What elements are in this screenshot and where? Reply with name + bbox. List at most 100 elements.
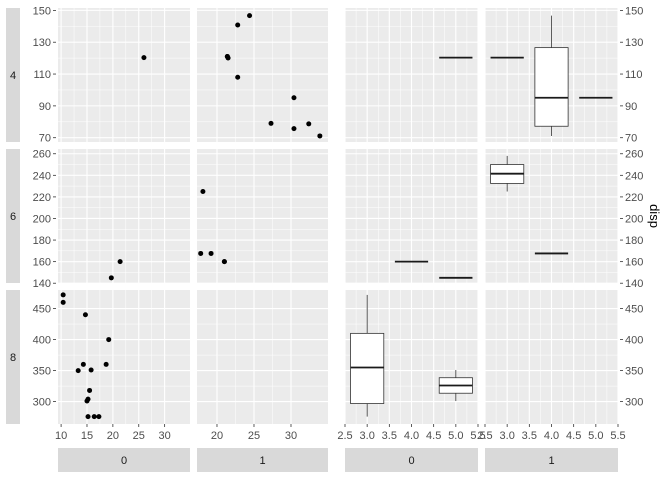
scatter-point <box>88 367 94 373</box>
scatter-point <box>247 13 253 19</box>
x-tick-label: 4.5 <box>566 430 581 442</box>
y-tick-label-right: 300 <box>625 397 643 409</box>
scatter-point <box>108 275 114 281</box>
y-tick-label: 110 <box>33 69 51 81</box>
scatter-point <box>224 54 230 60</box>
row-strip <box>6 8 20 142</box>
scatter-point <box>91 414 97 420</box>
scatter-point <box>84 398 90 404</box>
y-tick-label-right: 200 <box>625 213 643 225</box>
y-tick-label-right: 140 <box>625 278 643 290</box>
scatter-point <box>103 361 109 367</box>
y-tick-label-right: 150 <box>625 5 643 17</box>
x-tick-label: 5.5 <box>610 430 625 442</box>
panel-background <box>58 149 190 283</box>
y-tick-label: 240 <box>33 170 51 182</box>
x-tick-label: 3.5 <box>382 430 397 442</box>
scatter-point <box>87 387 93 393</box>
y-tick-label: 450 <box>33 304 51 316</box>
scatter-point <box>141 55 147 61</box>
y-tick-label-right: 180 <box>625 235 643 247</box>
column-strip <box>197 448 328 472</box>
y-tick-label: 220 <box>33 192 51 204</box>
scatter-point <box>96 414 102 420</box>
axis-layer: 70 70 90 90 110 110 130 130 150 150 140 140 160 160 18… <box>33 5 644 442</box>
y-tick-label: 70 <box>39 133 51 145</box>
scatter-point <box>200 189 206 195</box>
x-tick-label: 5.0 <box>448 430 463 442</box>
x-tick-label: 5.5 <box>470 430 485 442</box>
y-tick-label: 300 <box>33 397 51 409</box>
scatter-point <box>291 126 297 132</box>
x-tick-label: 15 <box>81 430 93 442</box>
x-tick-label: 25 <box>248 430 260 442</box>
panel-background <box>197 149 328 283</box>
row-strip-label: 4 <box>10 70 16 82</box>
y-tick-label-right: 130 <box>625 37 643 49</box>
x-tick-label: 3.0 <box>360 430 375 442</box>
box-iqr <box>534 47 569 127</box>
x-tick-label: 2.5 <box>337 430 352 442</box>
scatter-point <box>60 292 66 298</box>
scatter-point <box>221 259 227 265</box>
scatter-point <box>117 259 123 265</box>
right-axis-title: disp <box>647 204 662 228</box>
y-tick-label: 400 <box>33 335 51 347</box>
y-tick-label: 350 <box>33 366 51 378</box>
y-tick-label: 150 <box>33 5 51 17</box>
y-tick-label-right: 220 <box>625 192 643 204</box>
box-iqr <box>350 332 385 404</box>
y-tick-label: 200 <box>33 213 51 225</box>
y-tick-label-right: 400 <box>625 335 643 347</box>
x-tick-label: 20 <box>107 430 119 442</box>
x-tick-label: 3.5 <box>522 430 537 442</box>
scatter-point <box>106 337 112 343</box>
scatter-point <box>268 120 274 126</box>
scatter-point <box>317 133 323 139</box>
column-strip <box>58 448 190 472</box>
y-tick-label-right: 70 <box>625 133 637 145</box>
column-strip-label: 1 <box>548 455 554 467</box>
scatter-point <box>82 312 88 318</box>
y-tick-label-right: 110 <box>625 69 643 81</box>
x-tick-label: 10 <box>55 430 67 442</box>
y-tick-label: 160 <box>33 257 51 269</box>
x-tick-label: 4.0 <box>544 430 559 442</box>
panel-background <box>58 290 190 424</box>
y-tick-label-right: 240 <box>625 170 643 182</box>
row-strip-label: 8 <box>10 352 16 364</box>
y-tick-label-right: 260 <box>625 149 643 161</box>
y-tick-label-right: 90 <box>625 101 637 113</box>
panel-layer <box>58 8 619 424</box>
panel-background <box>58 8 190 142</box>
x-tick-label: 30 <box>159 430 171 442</box>
y-tick-label: 260 <box>33 149 51 161</box>
x-tick-label: 30 <box>285 430 297 442</box>
scatter-point <box>75 368 81 374</box>
scatter-point <box>235 22 241 28</box>
scatter-point <box>80 361 86 367</box>
y-tick-label: 140 <box>33 278 51 290</box>
scatter-point <box>198 250 204 256</box>
row-strip <box>6 149 20 283</box>
scatter-point <box>85 414 91 420</box>
panel-background <box>197 8 328 142</box>
x-tick-label: 4.0 <box>404 430 419 442</box>
y-tick-label-right: 160 <box>625 257 643 269</box>
y-tick-label: 90 <box>39 101 51 113</box>
y-tick-label-right: 450 <box>625 304 643 316</box>
mark-layer <box>60 13 613 420</box>
x-tick-label: 4.5 <box>426 430 441 442</box>
scatter-point <box>306 121 312 127</box>
column-strip-label: 1 <box>259 455 265 467</box>
scatter-point <box>235 74 241 80</box>
scatter-point <box>60 299 66 305</box>
row-strip-label: 6 <box>10 211 16 223</box>
x-tick-label: 5.0 <box>588 430 603 442</box>
y-tick-label-right: 350 <box>625 366 643 378</box>
scatter-point <box>208 250 214 256</box>
x-tick-label: 2.5 <box>477 430 492 442</box>
scatter-point <box>291 95 297 101</box>
x-tick-label: 25 <box>133 430 145 442</box>
